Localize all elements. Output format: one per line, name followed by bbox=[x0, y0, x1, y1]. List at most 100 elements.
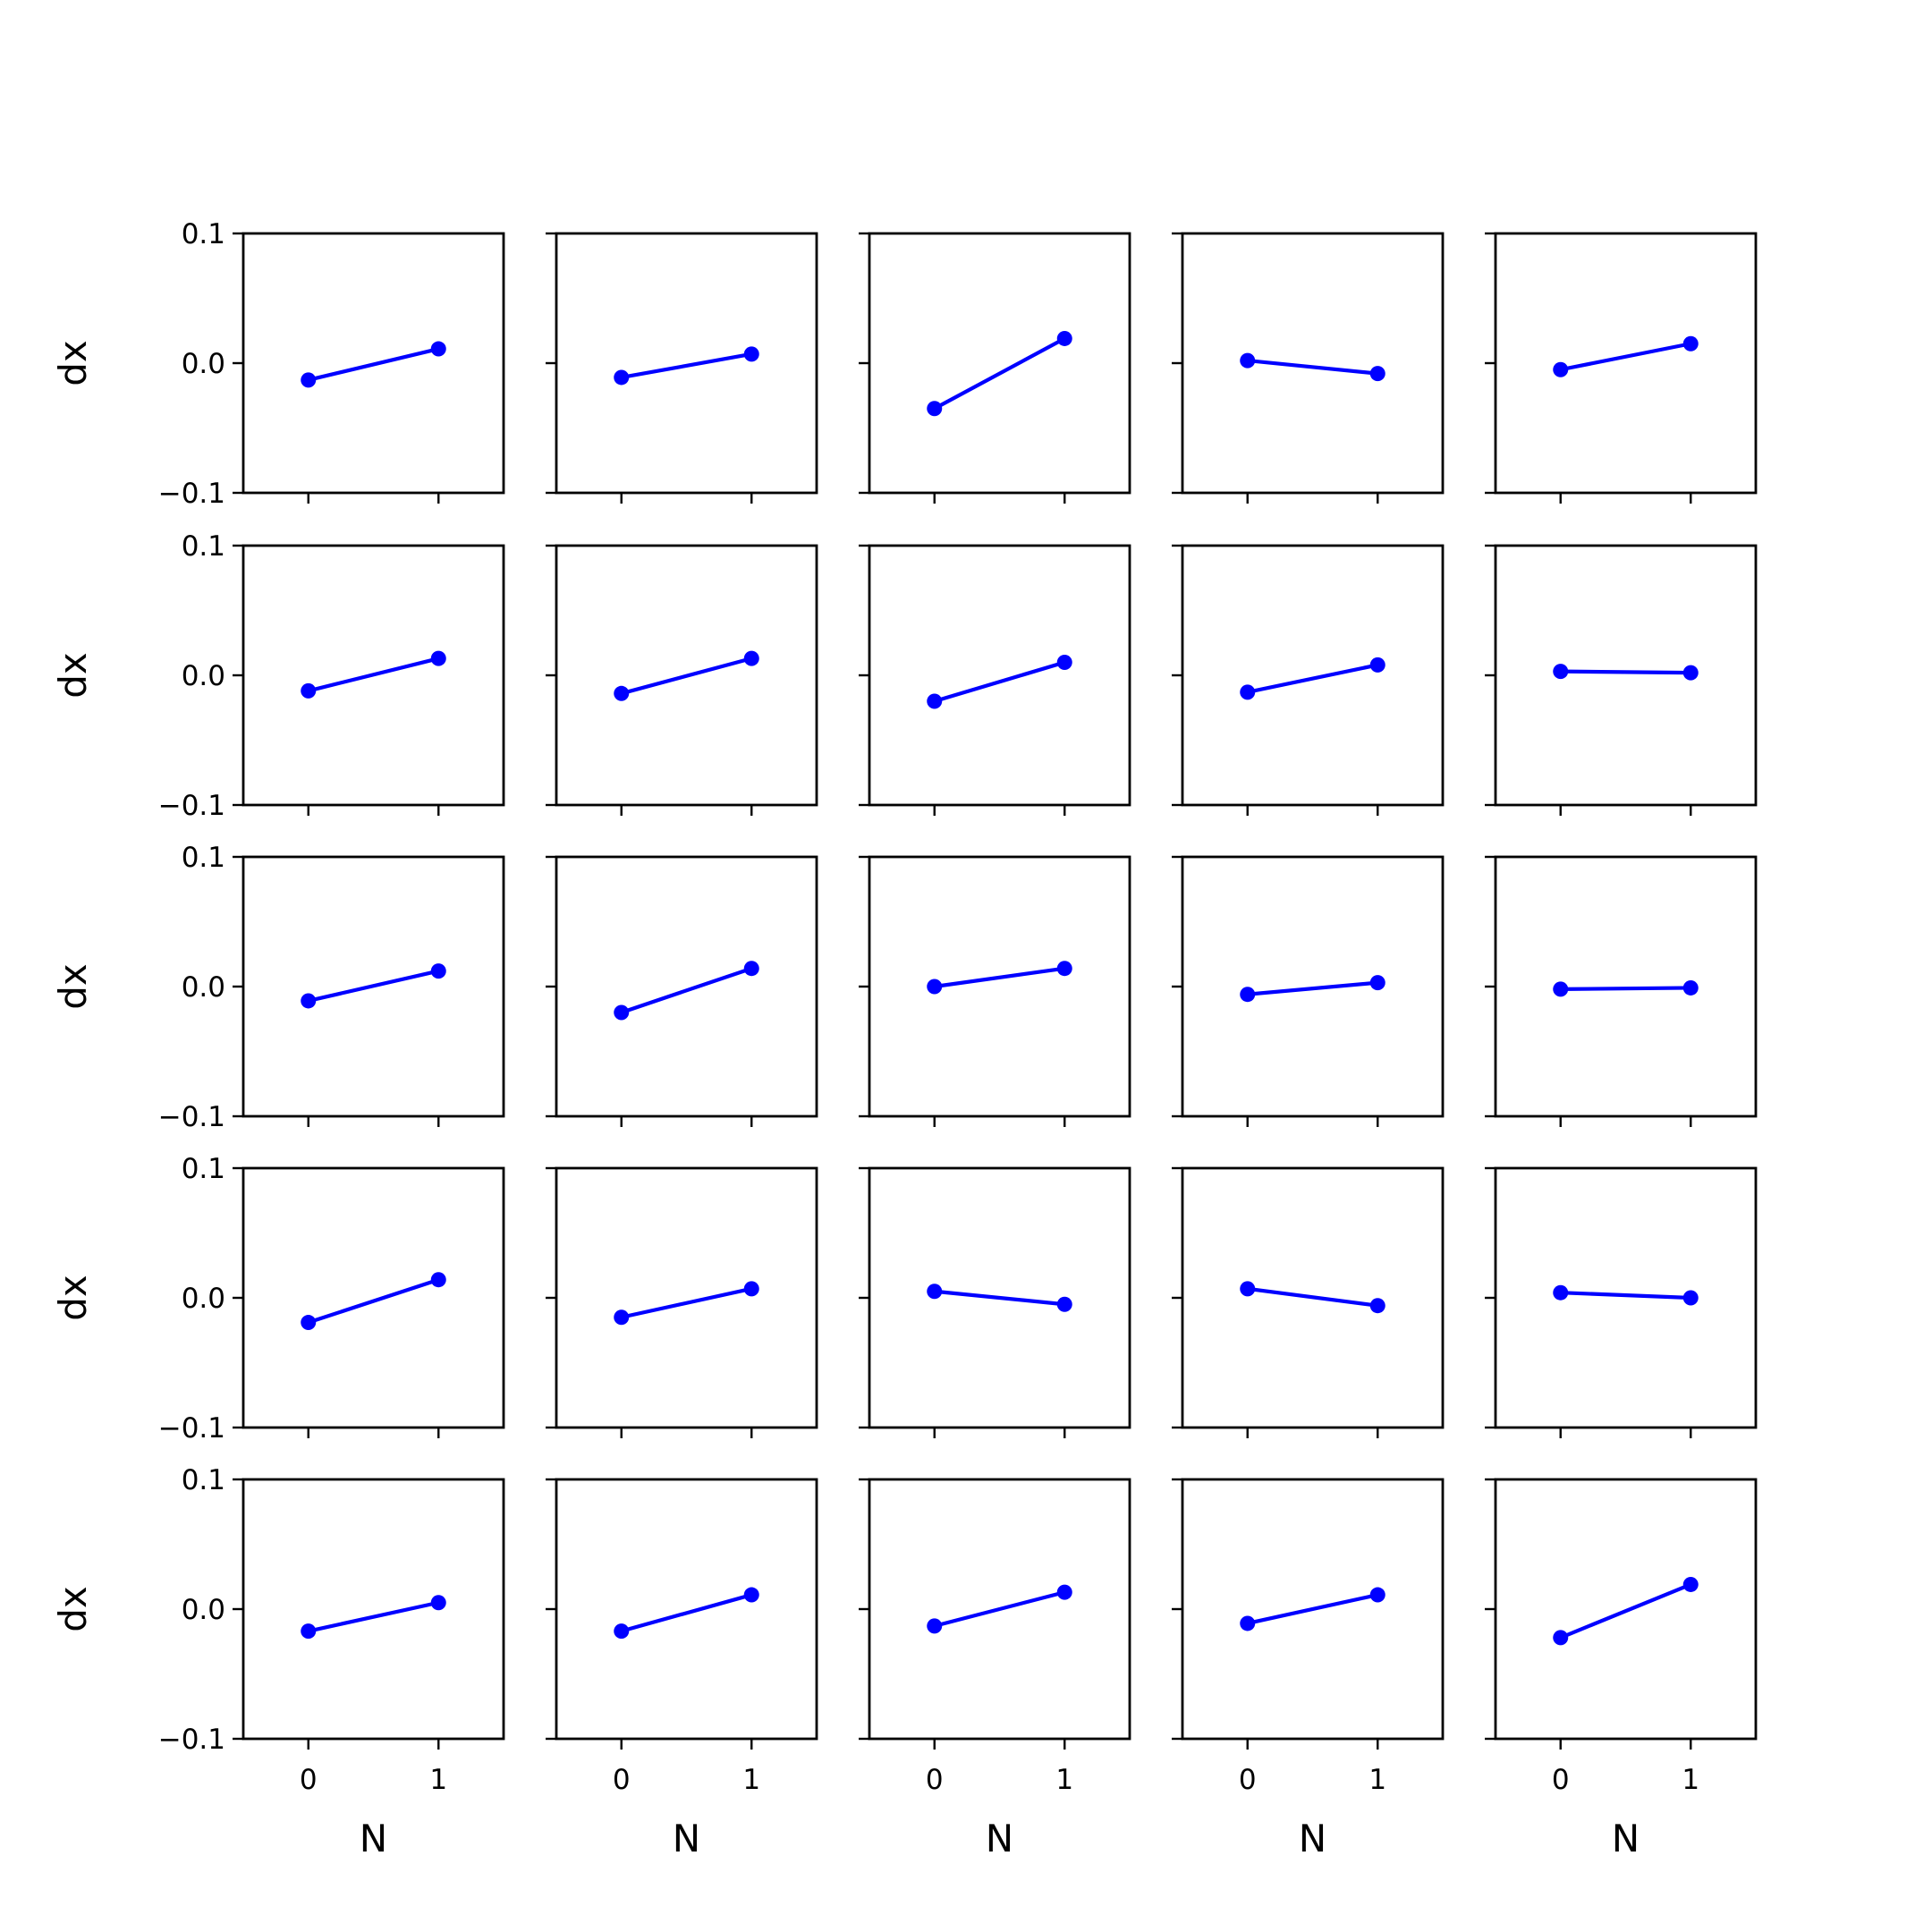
subplot-r2-c2 bbox=[546, 544, 818, 816]
subplot-r3-c2 bbox=[546, 855, 818, 1127]
y-tick-label: 0.1 bbox=[182, 218, 225, 250]
data-point bbox=[1682, 979, 1699, 996]
data-point bbox=[1553, 1284, 1569, 1301]
x-axis-label: N bbox=[360, 1817, 387, 1860]
x-axis-label: N bbox=[673, 1817, 700, 1860]
y-tick-label: −0.1 bbox=[158, 790, 225, 822]
plot-frame bbox=[555, 232, 818, 495]
plot-frame bbox=[868, 855, 1131, 1118]
x-tick-label: 1 bbox=[1682, 1764, 1699, 1796]
data-point bbox=[301, 372, 317, 388]
y-tick-label: 0.0 bbox=[182, 1283, 225, 1315]
y-axis-label: dx bbox=[51, 963, 95, 1010]
series-line bbox=[932, 1590, 1067, 1628]
subplot-r4-c1: −0.1 0.0 0.1 dx bbox=[51, 1153, 505, 1445]
series-line bbox=[1558, 342, 1693, 372]
data-point bbox=[927, 693, 943, 709]
series-line bbox=[1558, 1291, 1693, 1301]
data-point bbox=[1553, 361, 1569, 377]
data-point bbox=[1682, 665, 1699, 681]
data-point bbox=[1056, 1584, 1072, 1600]
subplot-r4-c3 bbox=[859, 1166, 1131, 1438]
subplot-r4-c2 bbox=[546, 1166, 818, 1438]
subplot-r3-c1: −0.1 0.0 0.1 dx bbox=[51, 842, 505, 1133]
data-point bbox=[1056, 655, 1072, 670]
data-point bbox=[927, 1618, 943, 1634]
x-tick-label: 0 bbox=[1239, 1764, 1257, 1796]
x-tick-label: 0 bbox=[926, 1764, 944, 1796]
series-line bbox=[619, 657, 754, 696]
x-axis-label: N bbox=[1299, 1817, 1326, 1860]
data-point bbox=[743, 1587, 759, 1603]
series-line bbox=[932, 660, 1067, 704]
y-axis-label: dx bbox=[51, 1275, 95, 1321]
data-point bbox=[1369, 657, 1385, 673]
y-tick-label: −0.1 bbox=[158, 1724, 225, 1756]
series-line bbox=[1245, 1592, 1380, 1626]
data-point bbox=[1682, 1576, 1699, 1592]
data-point bbox=[301, 1623, 317, 1640]
series-line bbox=[1245, 1286, 1380, 1308]
data-point bbox=[301, 682, 317, 699]
data-point bbox=[743, 1281, 759, 1297]
plot-frame bbox=[1181, 544, 1445, 807]
subplot-r5-c3: 0 1 N bbox=[859, 1478, 1131, 1860]
data-point bbox=[430, 341, 446, 357]
plot-frame bbox=[1181, 855, 1445, 1118]
series-line bbox=[306, 1277, 441, 1325]
x-tick-label: 0 bbox=[300, 1764, 318, 1796]
series-line bbox=[306, 346, 441, 382]
subplot-r1-c1: −0.1 0.0 0.1 dx bbox=[51, 218, 505, 510]
series-line bbox=[932, 1289, 1067, 1307]
data-point bbox=[614, 1004, 630, 1021]
series-line bbox=[306, 1600, 441, 1633]
plot-frame bbox=[1181, 232, 1445, 495]
data-point bbox=[430, 963, 446, 979]
y-axis-label: dx bbox=[51, 652, 95, 699]
x-tick-label: 1 bbox=[742, 1764, 760, 1796]
series-line bbox=[619, 1286, 754, 1319]
data-point bbox=[430, 650, 446, 666]
data-point bbox=[1240, 684, 1256, 700]
data-point bbox=[1056, 330, 1072, 346]
data-point bbox=[1240, 1281, 1256, 1297]
subplot-r2-c4 bbox=[1172, 544, 1445, 816]
subplot-r5-c2: 0 1 N bbox=[546, 1478, 818, 1860]
subplot-r1-c5 bbox=[1485, 232, 1758, 504]
x-tick-label: 1 bbox=[429, 1764, 447, 1796]
plot-frame bbox=[1494, 544, 1758, 807]
data-point bbox=[1240, 1615, 1256, 1631]
data-point bbox=[927, 979, 943, 995]
subplot-r5-c5: 0 1 N bbox=[1485, 1478, 1758, 1860]
data-point bbox=[927, 1284, 943, 1300]
x-tick-label: 0 bbox=[613, 1764, 631, 1796]
series-line bbox=[932, 966, 1067, 989]
y-tick-label: 0.1 bbox=[182, 530, 225, 563]
series-line bbox=[1558, 1582, 1693, 1640]
y-tick-label: −0.1 bbox=[158, 478, 225, 510]
subplot-r1-c2 bbox=[546, 232, 818, 504]
subplot-r2-c3 bbox=[859, 544, 1131, 816]
plot-frame bbox=[1494, 855, 1758, 1118]
plot-frame bbox=[868, 544, 1131, 807]
data-point bbox=[301, 1315, 317, 1331]
series-line bbox=[1245, 980, 1380, 996]
y-tick-label: 0.0 bbox=[182, 1594, 225, 1626]
data-point bbox=[614, 1309, 630, 1326]
plot-frame bbox=[1494, 1166, 1758, 1429]
data-point bbox=[927, 401, 943, 417]
subplot-r3-c3 bbox=[859, 855, 1131, 1127]
subplot-r3-c5 bbox=[1485, 855, 1758, 1127]
data-point bbox=[1240, 352, 1256, 369]
data-point bbox=[743, 650, 759, 666]
subplot-r3-c4 bbox=[1172, 855, 1445, 1127]
data-point bbox=[614, 1623, 630, 1640]
plot-frame bbox=[242, 1478, 505, 1741]
series-line bbox=[619, 1592, 754, 1633]
data-point bbox=[743, 961, 759, 977]
series-line bbox=[619, 352, 754, 380]
series-line bbox=[1245, 359, 1380, 376]
data-point bbox=[1369, 1587, 1385, 1603]
y-tick-label: 0.1 bbox=[182, 842, 225, 874]
